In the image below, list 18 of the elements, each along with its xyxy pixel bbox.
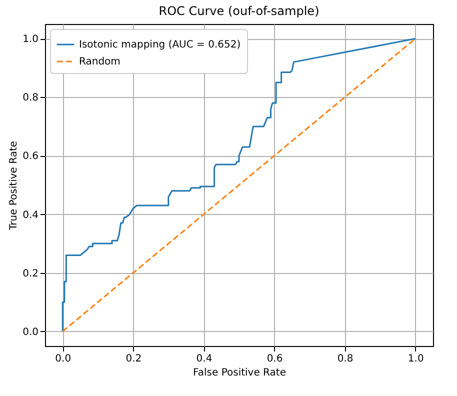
line-series: [62, 38, 416, 332]
x-axis-title: False Positive Rate: [193, 368, 286, 378]
y-tick-label: 0.4: [22, 210, 38, 221]
x-tick-label: 0.0: [55, 354, 72, 364]
legend-label: Isotonic mapping (AUC = 0.652): [79, 40, 241, 50]
y-axis-title: True Positive Rate: [8, 140, 20, 232]
y-tick-label: 0.8: [22, 92, 38, 104]
x-tick-label: 0.2: [126, 354, 142, 364]
x-tick-label: 1.0: [408, 354, 424, 364]
y-tick-label: 1.0: [22, 34, 38, 46]
x-tick-label: 0.8: [337, 354, 354, 364]
y-tick-label: 0.6: [22, 151, 38, 162]
legend-label: Random: [79, 56, 120, 68]
chart-title: ROC Curve (ouf-of-sample): [158, 4, 320, 18]
y-tick-label: 0.0: [22, 326, 38, 338]
x-tick-label: 0.6: [266, 354, 283, 364]
x-tick-label: 0.4: [196, 354, 212, 364]
y-tick-label: 0.2: [22, 268, 38, 280]
